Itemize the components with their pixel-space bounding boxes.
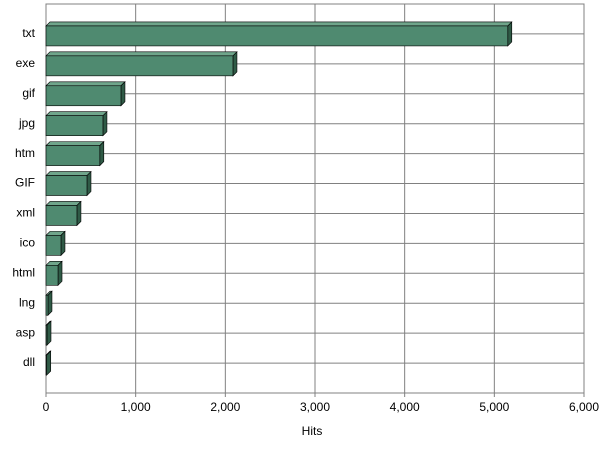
y-tick-label: gif (22, 86, 35, 100)
x-tick-label: 1,000 (121, 400, 151, 414)
y-tick-label: txt (22, 26, 35, 40)
y-tick-label: jpg (18, 116, 35, 130)
bar (45, 85, 122, 107)
x-axis-label: Hits (302, 424, 323, 438)
bar-side (232, 51, 238, 77)
bar-top (45, 201, 82, 206)
y-tick-label: ico (20, 236, 36, 250)
x-tick-label: 2,000 (210, 400, 240, 414)
bar (45, 25, 509, 47)
y-tick-label: lng (19, 295, 35, 309)
x-tick-label: 4,000 (390, 400, 420, 414)
y-tick-label: GIF (15, 176, 35, 190)
bar-side (46, 350, 52, 376)
bar (45, 235, 62, 256)
y-tick-label: xml (16, 206, 35, 220)
bar-side (86, 170, 92, 197)
x-tick-label: 5,000 (479, 400, 509, 414)
bar (45, 205, 78, 226)
bar-side (60, 230, 66, 257)
y-tick-label: html (12, 265, 35, 279)
bar-side (47, 290, 53, 316)
bar-top (45, 51, 238, 57)
bar-top (45, 141, 105, 146)
bar-top (45, 21, 513, 27)
bar-side (76, 200, 82, 227)
bar-top (45, 171, 92, 176)
x-tick-label: 0 (43, 400, 50, 414)
bar-top (45, 81, 126, 87)
bar (45, 324, 48, 346)
bar (45, 145, 101, 166)
bar-side (507, 21, 513, 47)
y-tick-label: exe (16, 56, 36, 70)
bar-side (99, 140, 105, 167)
bar (45, 354, 48, 376)
x-tick-label: 3,000 (300, 400, 330, 414)
bar (45, 175, 88, 196)
x-tick-label: 6,000 (569, 400, 599, 414)
bar (45, 265, 59, 286)
bar-side (46, 320, 52, 346)
y-tick-label: htm (15, 146, 35, 160)
bar (45, 294, 49, 316)
bar-side (120, 81, 126, 107)
bar (45, 115, 104, 136)
y-tick-label: dll (23, 355, 35, 369)
bar-top (45, 111, 108, 116)
bar (45, 55, 234, 77)
y-tick-label: asp (16, 325, 36, 339)
bar-side (57, 260, 63, 287)
bar-side (102, 110, 108, 137)
